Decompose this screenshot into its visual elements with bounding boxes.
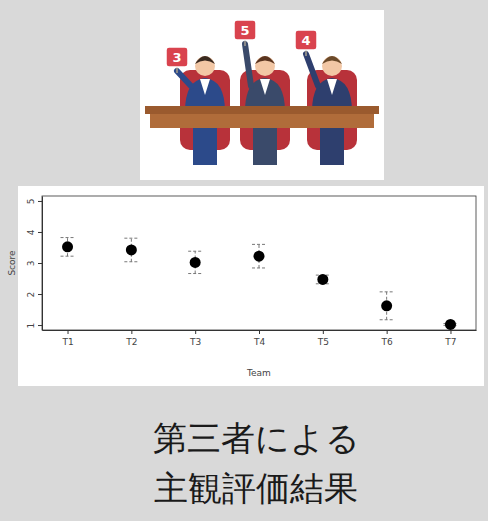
error-bar <box>124 238 138 262</box>
x-tick: T1 <box>61 330 73 347</box>
x-tick-mark <box>68 330 69 334</box>
card-number: 4 <box>301 33 310 48</box>
x-tick-mark <box>195 330 196 334</box>
x-tick-label: T1 <box>61 337 73 347</box>
x-axis-title: Team <box>246 368 271 378</box>
legs <box>193 125 217 165</box>
y-tick-label: 2 <box>26 292 36 298</box>
point <box>254 251 265 262</box>
head <box>255 56 275 76</box>
x-tick: T7 <box>444 330 456 347</box>
arm <box>245 44 251 86</box>
error-bar-cap <box>252 244 266 245</box>
error-bar-cap <box>124 238 138 239</box>
legs <box>253 125 277 165</box>
error-bar-cap <box>61 256 75 257</box>
x-tick: T4 <box>253 330 265 347</box>
y-axis: 1 2 3 4 5 <box>26 197 43 331</box>
card <box>166 47 188 67</box>
head <box>322 56 342 76</box>
shirt <box>260 79 270 95</box>
error-bar <box>188 251 202 273</box>
point <box>62 241 73 252</box>
error-bar-cap <box>124 261 138 262</box>
x-tick-mark <box>323 330 324 334</box>
y-tick-label: 5 <box>26 199 36 205</box>
caption-line: 主観評価結果 <box>154 468 358 508</box>
y-tick-label: 4 <box>26 229 36 235</box>
shirt <box>327 79 337 95</box>
x-axis: T1 T2 T3 T4 T5 T6 T7 <box>43 330 477 347</box>
error-bar-cap <box>380 291 394 292</box>
marks <box>61 238 458 330</box>
x-tick: T2 <box>125 330 137 347</box>
chart-bg <box>18 186 484 386</box>
y-tick: 3 <box>26 261 42 267</box>
shirt <box>200 79 210 95</box>
illustration-bg <box>140 10 384 180</box>
x-tick-mark <box>387 330 388 334</box>
x-tick-label: T3 <box>189 337 201 347</box>
x-tick-mark <box>450 330 451 334</box>
y-tick-mark <box>38 263 42 264</box>
y-tick-mark <box>38 232 42 233</box>
hair <box>322 56 342 64</box>
card-number: 5 <box>240 23 249 38</box>
desk-front <box>150 114 374 128</box>
y-axis-title: Score <box>7 250 17 276</box>
card <box>234 20 256 40</box>
x-tick-mark <box>131 330 132 334</box>
arm <box>177 71 191 86</box>
x-tick-label: T2 <box>125 337 137 347</box>
card-number: 3 <box>172 50 181 65</box>
head <box>195 56 215 76</box>
y-tick-label: 3 <box>26 261 36 267</box>
x-tick-label: T7 <box>444 337 456 347</box>
point <box>381 300 392 311</box>
x-tick-mark <box>259 330 260 334</box>
plot-frame <box>42 196 476 330</box>
desk <box>145 106 379 114</box>
judge: 4 <box>295 30 357 165</box>
x-tick: T5 <box>317 330 329 347</box>
error-bar-cap <box>380 319 394 320</box>
x-tick: T6 <box>381 330 393 347</box>
x-tick-label: T5 <box>317 337 329 347</box>
error-bar <box>61 238 75 257</box>
y-tick-mark <box>38 294 42 295</box>
illustration: 3 5 4 <box>140 10 384 180</box>
x-tick: T3 <box>189 330 201 347</box>
error-bar-cap <box>188 251 202 252</box>
caption: 第三者による主観評価結果 <box>153 418 360 508</box>
x-tick-label: T4 <box>253 337 265 347</box>
error-bar-cap <box>188 273 202 274</box>
y-tick: 2 <box>26 292 42 298</box>
y-tick: 4 <box>26 229 42 235</box>
legs <box>320 125 344 165</box>
point <box>190 257 201 268</box>
error-bar <box>252 244 266 268</box>
point <box>445 319 456 330</box>
error-bar-cap <box>61 237 75 238</box>
arm <box>306 54 318 86</box>
point <box>317 274 328 285</box>
x-tick-label: T6 <box>381 337 393 347</box>
y-tick-mark <box>38 325 42 326</box>
y-tick: 5 <box>26 199 42 205</box>
error-bar-cap <box>252 267 266 268</box>
judge: 5 <box>234 20 290 165</box>
y-tick-label: 1 <box>26 323 36 329</box>
y-tick: 1 <box>26 323 42 329</box>
hair <box>195 56 215 64</box>
y-axis-line <box>42 197 43 331</box>
card <box>295 30 317 50</box>
page: 3 5 4 1 2 3 4 5 T1 T2 T3 T4 T5 T6 T7 Team Score 第三者による主観評… <box>0 0 488 521</box>
point <box>126 244 137 255</box>
caption-line: 第三者による <box>153 418 360 458</box>
error-bar <box>380 292 394 320</box>
hair <box>255 56 275 64</box>
y-tick-mark <box>38 201 42 202</box>
